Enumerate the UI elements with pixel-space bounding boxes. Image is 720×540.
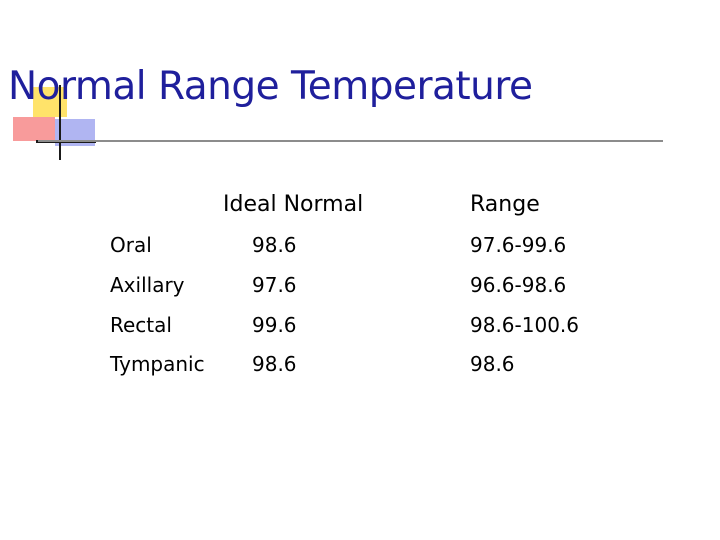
row-ideal-value: 98.6 xyxy=(252,352,297,376)
row-ideal-value: 97.6 xyxy=(252,273,297,297)
slide-title: Normal Range Temperature xyxy=(8,64,533,109)
row-range-value: 96.6-98.6 xyxy=(470,273,567,297)
column-header-range: Range xyxy=(470,192,540,217)
row-ideal-value: 99.6 xyxy=(252,313,297,337)
row-site-label: Rectal xyxy=(110,313,172,337)
row-site-label: Tympanic xyxy=(110,352,205,376)
row-range-value: 98.6 xyxy=(470,352,515,376)
decor-yellow-square xyxy=(33,87,67,117)
row-ideal-value: 98.6 xyxy=(252,233,297,257)
decor-vertical-line xyxy=(59,85,61,160)
column-header-ideal-normal: Ideal Normal xyxy=(223,192,364,217)
decor-red-square xyxy=(13,117,55,141)
title-underline xyxy=(38,140,663,142)
row-site-label: Axillary xyxy=(110,273,185,297)
row-range-value: 97.6-99.6 xyxy=(470,233,567,257)
row-range-value: 98.6-100.6 xyxy=(470,313,580,337)
row-site-label: Oral xyxy=(110,233,152,257)
